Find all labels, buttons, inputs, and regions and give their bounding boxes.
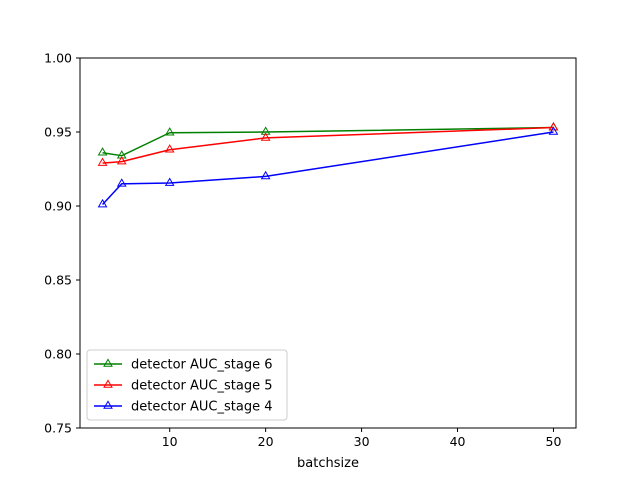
data-point-marker xyxy=(548,121,559,131)
series-2 xyxy=(97,121,559,166)
data-point-marker xyxy=(548,126,559,135)
x-tick-label: 40 xyxy=(450,434,466,449)
legend-label: detector AUC_stage 6 xyxy=(131,358,273,373)
data-point-marker xyxy=(97,198,108,208)
legend-box xyxy=(86,349,288,421)
x-tick-label: 10 xyxy=(162,434,178,449)
series-line xyxy=(101,131,554,206)
x-axis-title: batchsize xyxy=(297,456,359,471)
x-tick-label: 30 xyxy=(354,434,370,449)
y-tick-label: 0.75 xyxy=(44,421,72,436)
legend-label: detector AUC_stage 4 xyxy=(131,400,273,415)
y-tick-label: 1.00 xyxy=(44,51,72,66)
data-point-marker xyxy=(97,157,108,166)
data-point-marker xyxy=(260,170,271,180)
series-3 xyxy=(97,126,559,208)
series-line xyxy=(102,126,554,157)
legend: detector AUC_stage 6 detector AUC_stage 5… xyxy=(86,349,288,421)
plot-frame xyxy=(79,57,577,429)
legend-label: detector AUC_stage 5 xyxy=(131,379,273,394)
legend-marker xyxy=(103,400,113,409)
x-axis: 10 20 30 40 50 xyxy=(162,428,562,449)
series-layer xyxy=(97,121,559,208)
data-point-marker xyxy=(164,127,175,136)
data-point-marker xyxy=(97,147,108,156)
series-line xyxy=(102,126,554,164)
y-tick-label: 0.85 xyxy=(44,273,72,288)
y-tick-label: 0.80 xyxy=(44,347,72,362)
legend-item: detector AUC_stage 6 xyxy=(94,358,273,373)
legend-marker xyxy=(103,358,113,367)
data-point-marker xyxy=(116,156,127,165)
y-axis: 0.75 0.80 0.85 0.90 0.95 1.00 xyxy=(44,51,80,436)
y-tick-label: 0.90 xyxy=(44,199,72,214)
x-tick-label: 20 xyxy=(258,434,274,449)
legend-marker xyxy=(103,379,113,388)
legend-item: detector AUC_stage 5 xyxy=(94,379,273,394)
data-point-marker xyxy=(260,132,271,141)
x-tick-label: 50 xyxy=(546,434,562,449)
data-point-marker xyxy=(116,178,127,187)
data-point-marker xyxy=(164,144,175,153)
legend-item: detector AUC_stage 4 xyxy=(94,400,273,415)
data-point-marker xyxy=(164,177,175,186)
y-tick-label: 0.95 xyxy=(44,125,72,140)
